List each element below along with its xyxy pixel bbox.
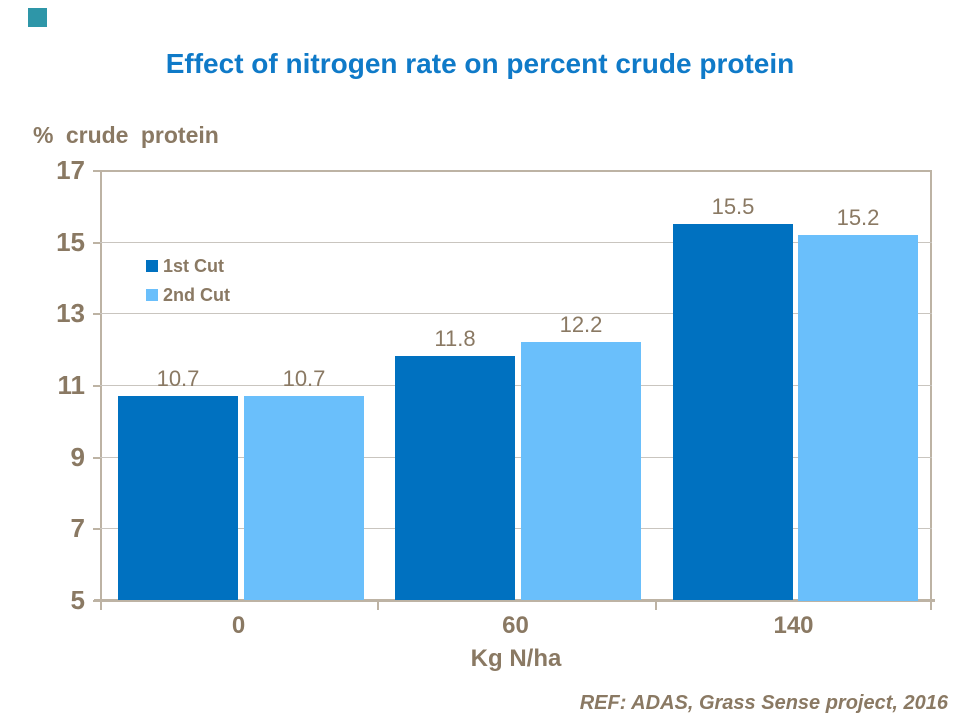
gridline — [100, 242, 932, 243]
x-axis-tick — [100, 600, 102, 610]
x-tick-label: 140 — [773, 612, 814, 639]
y-tick-label: 11 — [57, 370, 86, 400]
bar-value-label: 10.7 — [282, 366, 326, 391]
y-tick-label: 13 — [56, 298, 85, 328]
bar-2nd-cut — [521, 342, 641, 600]
bar-1st-cut — [673, 224, 793, 600]
x-axis-line — [94, 599, 935, 602]
y-axis-tick — [93, 242, 100, 244]
gridline — [100, 313, 932, 314]
x-axis-tick — [655, 600, 657, 610]
y-tick-label: 17 — [56, 155, 85, 185]
y-axis-tick — [93, 385, 100, 387]
x-axis-tick — [930, 600, 932, 610]
corner-accent-square — [28, 8, 47, 27]
chart-title: Effect of nitrogen rate on percent crude… — [165, 48, 795, 79]
x-axis-title: Kg N/ha — [470, 645, 562, 672]
legend-item: 2nd Cut — [146, 286, 230, 304]
y-axis-tick — [93, 313, 100, 315]
x-axis-tick — [377, 600, 379, 610]
bar-value-label: 11.8 — [434, 326, 476, 351]
x-tick-label: 0 — [231, 612, 246, 639]
bar-2nd-cut — [244, 396, 364, 600]
reference-text: REF: ADAS, Grass Sense project, 2016 — [579, 692, 948, 714]
legend-swatch-icon — [146, 289, 158, 301]
y-tick-label: 15 — [56, 227, 85, 257]
legend-label: 1st Cut — [163, 256, 225, 276]
y-axis-tick — [93, 528, 100, 530]
y-tick-label: 7 — [70, 513, 85, 543]
bar-1st-cut — [118, 396, 238, 600]
bar-value-label: 12.2 — [559, 312, 603, 337]
legend: 1st Cut 2nd Cut — [146, 257, 230, 315]
y-axis-tick — [93, 457, 100, 459]
bar-value-label: 15.5 — [711, 194, 755, 219]
gridline — [100, 385, 932, 386]
gridline — [100, 528, 932, 529]
y-tick-label: 5 — [70, 585, 85, 615]
bar-2nd-cut — [798, 235, 918, 601]
y-axis-tick — [93, 600, 100, 602]
legend-label: 2nd Cut — [163, 285, 230, 305]
y-axis-tick — [93, 170, 100, 172]
gridline — [100, 457, 932, 458]
y-tick-label: 9 — [70, 442, 85, 472]
bar-value-label: 10.7 — [156, 366, 200, 391]
legend-item: 1st Cut — [146, 257, 230, 275]
x-tick-label: 60 — [502, 612, 529, 639]
legend-swatch-icon — [146, 260, 158, 272]
bar-1st-cut — [395, 356, 515, 600]
y-axis-title: % crude protein — [33, 122, 219, 148]
bar-value-label: 15.2 — [836, 205, 880, 230]
